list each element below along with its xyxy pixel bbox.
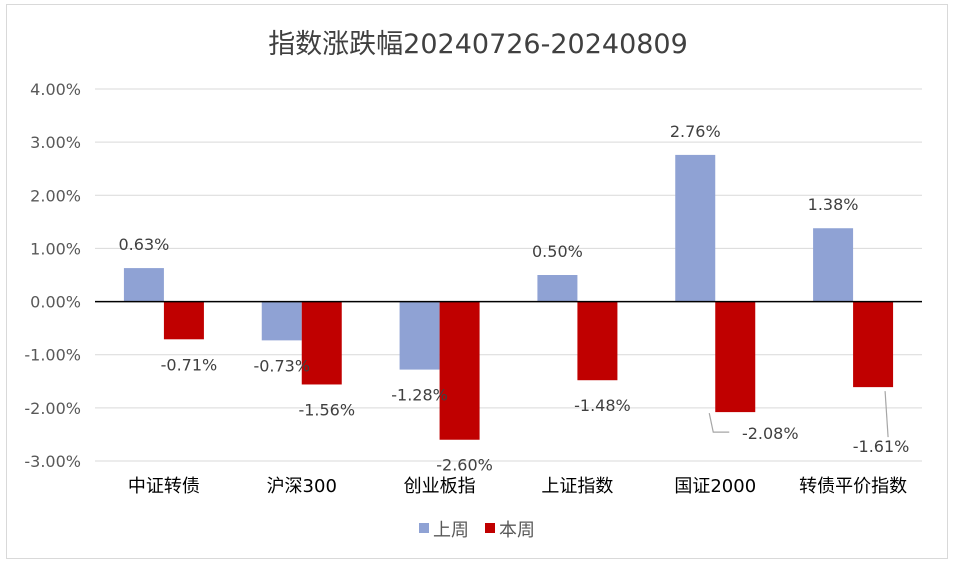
y-tick-label: 2.00% (30, 186, 81, 205)
data-label: 0.63% (119, 235, 170, 254)
bar-this-week (715, 301, 756, 413)
x-category-label: 创业板指 (404, 476, 476, 497)
y-tick-label: -2.00% (24, 399, 81, 418)
legend-swatch (485, 523, 495, 533)
bar-this-week (577, 301, 618, 381)
y-tick-label: -1.00% (24, 346, 81, 365)
data-label: -2.60% (436, 456, 493, 475)
bar-this-week (439, 301, 480, 440)
bar-this-week (301, 301, 342, 385)
data-label: -0.73% (253, 356, 310, 375)
data-label: -1.28% (391, 386, 448, 405)
x-category-label: 上证指数 (541, 476, 613, 497)
data-label: -2.08% (742, 424, 799, 443)
x-category-label: 沪深300 (267, 476, 337, 497)
y-tick-label: 1.00% (30, 239, 81, 258)
bar-last-week (261, 301, 302, 341)
legend-label: 上周 (433, 520, 469, 541)
label-leader-line (884, 391, 889, 438)
bar-this-week (163, 301, 204, 340)
data-label: 1.38% (808, 195, 859, 214)
data-label: 2.76% (670, 122, 721, 141)
bar-last-week (537, 275, 578, 302)
gridlines (95, 88, 922, 462)
data-label: -1.61% (853, 437, 910, 456)
y-tick-label: 0.00% (30, 293, 81, 312)
data-label: -1.48% (574, 396, 631, 415)
y-axis-ticks: 4.00% 3.00% 2.00% 1.00% 0.00% -1.00% -2.00% -3.… (24, 80, 81, 471)
y-tick-label: 4.00% (30, 80, 81, 99)
bar-this-week (853, 301, 894, 388)
y-tick-label: -3.00% (24, 452, 81, 471)
legend-label: 本周 (499, 520, 535, 541)
data-label: -0.71% (161, 355, 218, 374)
x-category-label: 中证转债 (128, 476, 200, 497)
x-axis-categories: 中证转债 沪深300 创业板指 上证指数 国证2000 转债平价指数 (128, 476, 907, 497)
data-label: -1.56% (298, 400, 355, 419)
legend: 上周 本周 (419, 520, 535, 541)
bar-last-week (123, 268, 164, 302)
label-leader-line (708, 412, 730, 433)
data-labels: 0.63% -0.73% -1.28% 0.50% 2.76% 1.38% -0.71% -1… (119, 122, 910, 475)
bar-last-week (399, 301, 440, 370)
chart-frame: 指数涨跌幅20240726-20240809 4.00% 3.00% 2.00% 1.… (6, 4, 948, 559)
y-tick-label: 3.00% (30, 133, 81, 152)
bar-last-week (813, 228, 854, 302)
x-category-label: 转债平价指数 (799, 476, 907, 497)
legend-swatch (419, 523, 429, 533)
bar-chart: 指数涨跌幅20240726-20240809 4.00% 3.00% 2.00% 1.… (24, 29, 922, 541)
bars (123, 154, 894, 440)
bar-last-week (675, 154, 716, 302)
chart-title: 指数涨跌幅20240726-20240809 (268, 29, 688, 60)
x-category-label: 国证2000 (674, 476, 756, 497)
data-label: 0.50% (532, 242, 583, 261)
